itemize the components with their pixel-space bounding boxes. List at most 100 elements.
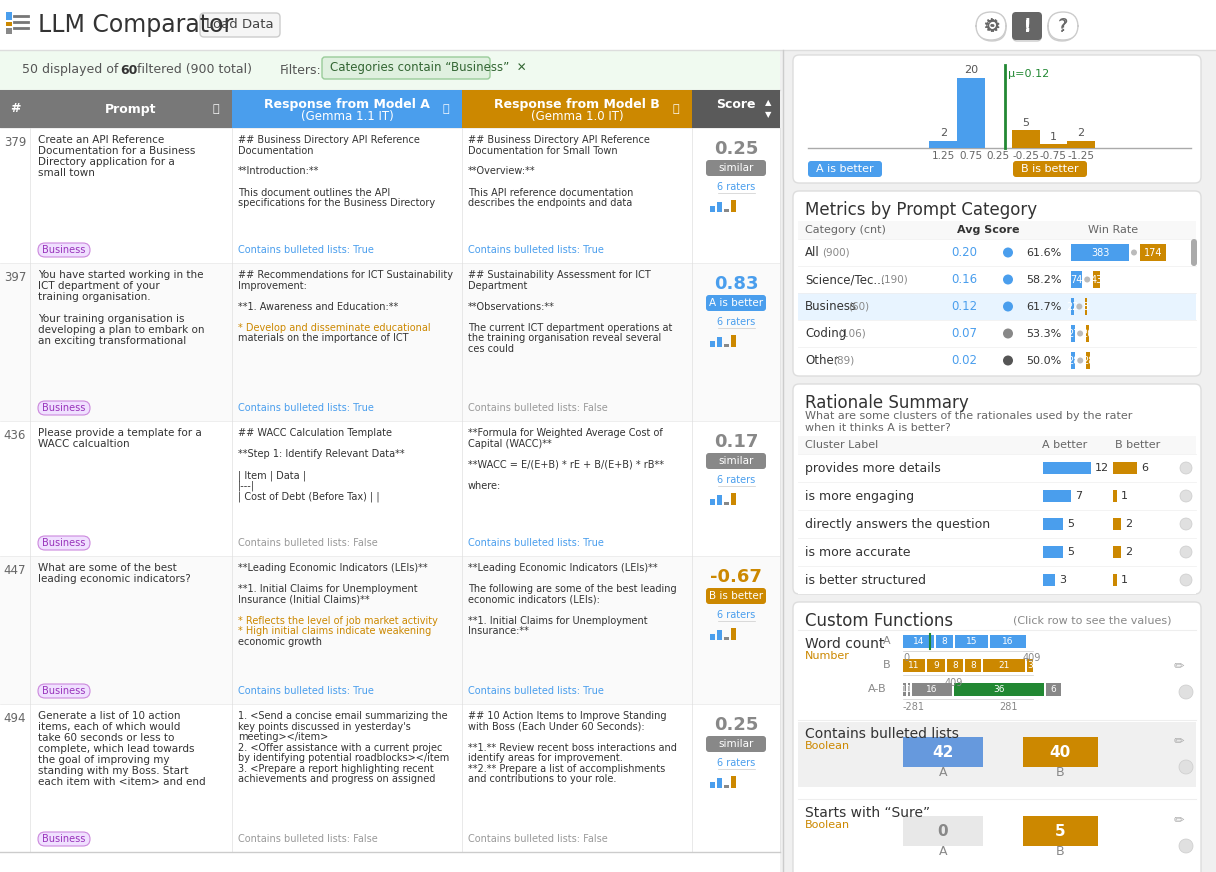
Text: 5: 5	[1023, 118, 1029, 127]
Bar	[798, 266, 1197, 293]
FancyBboxPatch shape	[38, 684, 90, 698]
Text: Generate a list of 10 action: Generate a list of 10 action	[38, 711, 180, 721]
Text: 0.20: 0.20	[951, 246, 976, 259]
Circle shape	[1003, 329, 1013, 338]
Text: training organisation.: training organisation.	[38, 292, 151, 302]
FancyBboxPatch shape	[1190, 239, 1197, 266]
Text: Documentation for Small Town: Documentation for Small Town	[468, 146, 618, 155]
Text: **1.** Review recent boss interactions and: **1.** Review recent boss interactions a…	[468, 742, 677, 753]
Bar	[1093, 271, 1099, 288]
Text: **WACC = E/(E+B) * rE + B/(E+B) * rB**: **WACC = E/(E+B) * rE + B/(E+B) * rB**	[468, 460, 664, 469]
Text: Category (cnt): Category (cnt)	[805, 225, 886, 235]
Text: Documentation for a Business: Documentation for a Business	[38, 146, 196, 156]
Text: 3: 3	[1059, 575, 1066, 585]
Text: ces could: ces could	[468, 344, 514, 353]
Text: ?: ?	[1058, 17, 1068, 35]
Text: A-B: A-B	[868, 684, 886, 694]
Text: 53.3%: 53.3%	[1026, 329, 1062, 338]
Bar	[903, 816, 983, 846]
FancyBboxPatch shape	[38, 401, 90, 415]
Text: (106): (106)	[838, 329, 866, 338]
Text: **Introduction:**: **Introduction:**	[238, 167, 320, 176]
Text: **1. Initial Claims for Unemployment: **1. Initial Claims for Unemployment	[238, 584, 417, 594]
FancyBboxPatch shape	[793, 191, 1201, 376]
Text: 1: 1	[1049, 132, 1057, 141]
Bar	[731, 628, 736, 640]
Text: 6: 6	[1051, 685, 1057, 693]
Text: with Boss (Each Under 60 Seconds):: with Boss (Each Under 60 Seconds):	[468, 721, 644, 732]
Text: 50 displayed of: 50 displayed of	[22, 64, 123, 77]
Text: A: A	[883, 636, 891, 646]
Text: 9: 9	[933, 660, 939, 670]
FancyBboxPatch shape	[38, 536, 90, 550]
Text: A: A	[939, 844, 947, 857]
Circle shape	[1077, 358, 1083, 364]
Text: 43: 43	[1091, 275, 1103, 284]
Text: economic growth: economic growth	[238, 637, 322, 646]
Text: 0.02: 0.02	[951, 354, 976, 367]
Text: What are some of the best: What are some of the best	[38, 563, 176, 573]
Text: identify areas for improvement.: identify areas for improvement.	[468, 753, 623, 763]
Text: 36: 36	[993, 685, 1004, 693]
Circle shape	[1180, 574, 1192, 586]
Text: Business: Business	[43, 834, 85, 844]
Text: 2: 2	[940, 128, 947, 138]
Text: 1. <Send a concise email summarizing the: 1. <Send a concise email summarizing the	[238, 711, 447, 721]
Text: (Click row to see the values): (Click row to see the values)	[1013, 615, 1171, 625]
Bar	[1028, 659, 1034, 672]
Bar	[0, 421, 779, 556]
Text: **Leading Economic Indicators (LEIs)**: **Leading Economic Indicators (LEIs)**	[238, 563, 428, 573]
Bar	[0, 128, 779, 263]
Text: when it thinks A is better?: when it thinks A is better?	[805, 423, 951, 433]
Text: 3: 3	[1028, 660, 1032, 670]
Text: 0.25: 0.25	[986, 151, 1009, 161]
Text: Response from Model A: Response from Model A	[264, 98, 430, 111]
Text: You have started working in the: You have started working in the	[38, 270, 203, 280]
Bar	[0, 0, 1216, 50]
Text: Word count: Word count	[805, 637, 884, 651]
Bar	[710, 634, 715, 640]
Text: 0: 0	[903, 653, 910, 663]
Bar	[6, 28, 12, 34]
Text: The current ICT department operations at: The current ICT department operations at	[468, 323, 672, 332]
Text: Business: Business	[43, 538, 85, 548]
Text: 28: 28	[1082, 356, 1094, 365]
Text: Boolean: Boolean	[805, 741, 850, 751]
Text: Response from Model B: Response from Model B	[494, 98, 660, 111]
Text: Business: Business	[43, 403, 85, 413]
FancyBboxPatch shape	[1013, 13, 1041, 41]
Text: 174: 174	[1144, 248, 1162, 257]
Text: 1: 1	[906, 685, 912, 693]
Text: similar: similar	[719, 456, 754, 466]
Circle shape	[1180, 546, 1192, 558]
Text: Score: Score	[716, 98, 756, 111]
Text: where:: where:	[468, 480, 501, 490]
Text: !: !	[1023, 17, 1031, 35]
Text: Documentation: Documentation	[238, 146, 314, 155]
Text: Number: Number	[805, 651, 850, 661]
Text: 409: 409	[1023, 653, 1041, 663]
Text: Contains bulleted lists: True: Contains bulleted lists: True	[238, 245, 373, 255]
Bar	[798, 538, 1197, 566]
Bar	[1113, 462, 1137, 474]
Text: the training organisation reveal several: the training organisation reveal several	[468, 333, 662, 343]
Text: Insurance:**: Insurance:**	[468, 626, 529, 636]
FancyBboxPatch shape	[793, 55, 1201, 183]
Text: filtered (900 total): filtered (900 total)	[133, 64, 252, 77]
Bar	[717, 337, 722, 347]
FancyBboxPatch shape	[322, 57, 490, 79]
Text: 2: 2	[1125, 547, 1132, 557]
Text: 16: 16	[1002, 637, 1014, 645]
Bar	[912, 683, 952, 696]
FancyBboxPatch shape	[706, 736, 766, 752]
Bar	[692, 90, 779, 128]
Text: | Cost of Debt (Before Tax) | |: | Cost of Debt (Before Tax) | |	[238, 491, 379, 501]
Text: The following are some of the best leading: The following are some of the best leadi…	[468, 584, 676, 594]
Text: developing a plan to embark on: developing a plan to embark on	[38, 325, 204, 335]
Circle shape	[1085, 276, 1091, 283]
Text: A better: A better	[1042, 440, 1087, 450]
Bar	[983, 659, 1025, 672]
Text: Business: Business	[43, 245, 85, 255]
Text: Metrics by Prompt Category: Metrics by Prompt Category	[805, 201, 1037, 219]
Bar	[1043, 574, 1055, 586]
